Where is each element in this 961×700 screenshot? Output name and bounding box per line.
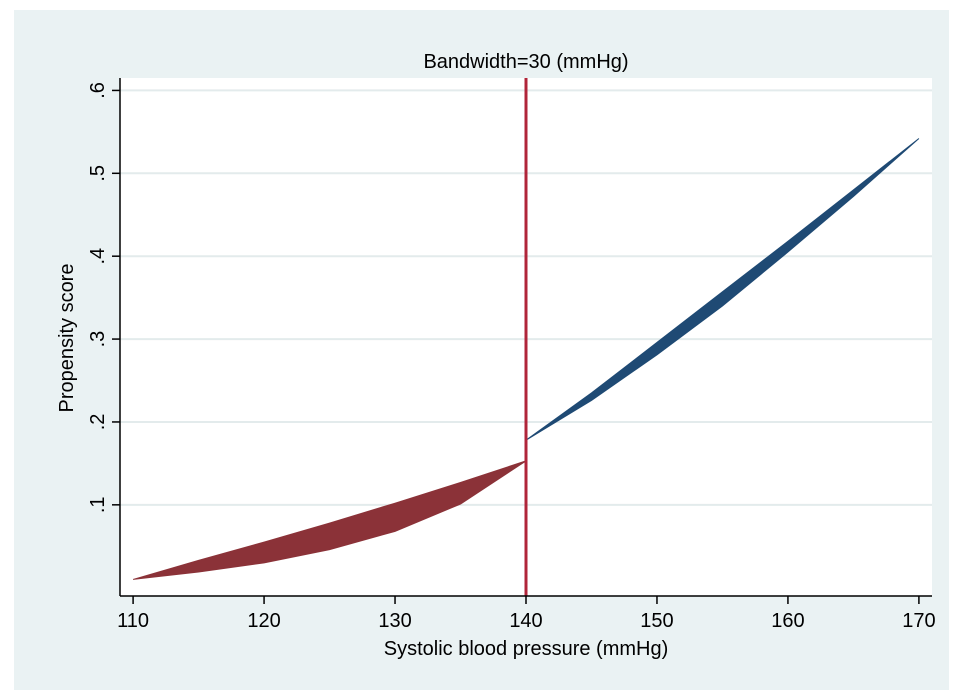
- y-tick-label: .3: [87, 331, 109, 348]
- x-tick-label: 120: [247, 610, 280, 632]
- y-tick-label: .6: [87, 82, 109, 99]
- x-axis-label: Systolic blood pressure (mmHg): [384, 638, 669, 660]
- x-tick-label: 130: [378, 610, 411, 632]
- x-tick-label: 170: [902, 610, 935, 632]
- x-tick-label: 150: [640, 610, 673, 632]
- series-area-2: [525, 138, 920, 441]
- x-tick-label: 140: [509, 610, 542, 632]
- y-tick-label: .1: [87, 496, 109, 513]
- y-tick-label: .2: [87, 414, 109, 431]
- x-tick-label: 110: [117, 610, 149, 632]
- y-tick-label: .5: [87, 165, 109, 182]
- chart-title: Bandwidth=30 (mmHg): [423, 51, 628, 73]
- y-axis-label: Propensity score: [56, 264, 78, 413]
- x-axis-ticks: 110 120 130 140 150 160 170: [117, 596, 936, 632]
- y-tick-label: .4: [87, 248, 109, 265]
- y-axis-ticks: .1 .2 .3 .4 .5 .6: [87, 82, 120, 513]
- x-tick-label: 160: [771, 610, 804, 632]
